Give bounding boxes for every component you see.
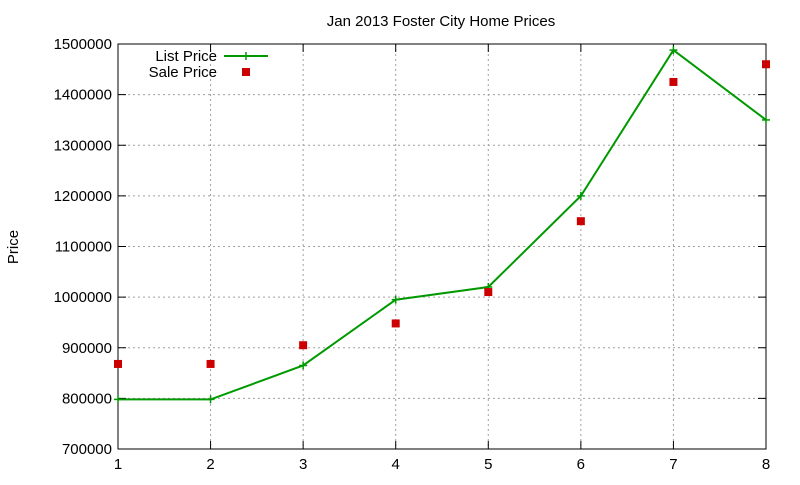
x-tick-label: 7 — [669, 456, 677, 473]
y-tick-label: 900000 — [62, 340, 112, 357]
list-price-point — [576, 191, 585, 200]
y-tick-label: 1200000 — [54, 188, 112, 205]
chart-title: Jan 2013 Foster City Home Prices — [327, 13, 555, 30]
sale-price-point — [484, 288, 493, 297]
grid-lines — [118, 44, 766, 449]
sale-price-point — [206, 359, 215, 368]
legend-label-sale-price: Sale Price — [149, 64, 217, 81]
list-price-point — [206, 395, 215, 404]
y-tick-label: 1000000 — [54, 289, 112, 306]
list-price-line — [118, 48, 767, 401]
legend-label-list-price: List Price — [155, 48, 217, 65]
sale-price-point — [762, 60, 770, 69]
list-price-point — [391, 295, 400, 304]
legend-sale-price-marker — [242, 68, 250, 76]
y-tick-label: 1500000 — [54, 36, 112, 53]
y-tick-label: 1100000 — [55, 239, 112, 256]
list-price-point — [114, 395, 122, 404]
sale-price-point — [114, 359, 122, 368]
y-tick-label: 1400000 — [54, 87, 112, 104]
sale-price-point — [669, 77, 678, 86]
x-tick-label: 6 — [577, 456, 585, 473]
list-price-point — [299, 361, 308, 370]
x-tick-label: 8 — [762, 456, 770, 473]
x-tick-label: 3 — [299, 456, 307, 473]
y-tick-label: 800000 — [62, 390, 112, 407]
list-price-point — [762, 115, 770, 124]
axis-ticks: 700000 800000 900000 1000000 1100000 1200000 1… — [54, 36, 771, 473]
x-tick-label: 4 — [392, 456, 400, 473]
x-tick-label: 2 — [206, 456, 214, 473]
x-tick-label: 5 — [484, 456, 492, 473]
x-tick-label: 1 — [114, 456, 122, 473]
y-tick-label: 1300000 — [54, 137, 112, 154]
sale-price-point — [576, 217, 585, 226]
sale-price-point — [391, 319, 400, 328]
y-axis-label: Price — [5, 230, 22, 264]
sale-price-point — [299, 341, 308, 350]
y-tick-label: 700000 — [62, 441, 112, 458]
list-price-point — [669, 46, 678, 55]
series-layer — [114, 46, 770, 404]
